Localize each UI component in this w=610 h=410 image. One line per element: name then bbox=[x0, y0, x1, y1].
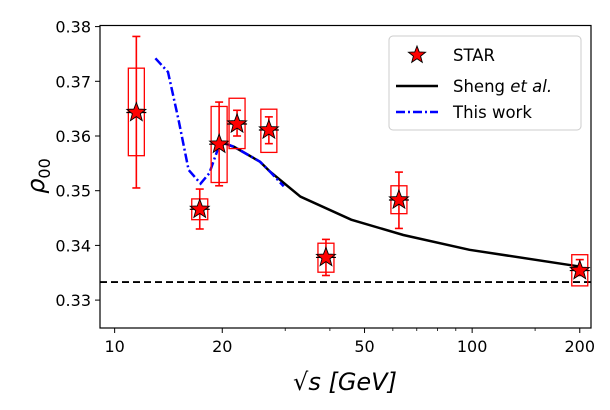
y-axis-label: ρ00 bbox=[22, 158, 54, 194]
star-data-point bbox=[388, 171, 410, 230]
y-tick-label: 0.33 bbox=[55, 291, 91, 310]
legend: STAR Sheng et al. This work bbox=[388, 35, 582, 131]
x-tick-label: 50 bbox=[354, 337, 374, 356]
y-tick-label: 0.34 bbox=[55, 236, 91, 255]
star-data-point bbox=[315, 238, 337, 277]
y-tick-label: 0.35 bbox=[55, 182, 91, 201]
systematic-error-box bbox=[260, 108, 278, 154]
star-marker bbox=[189, 198, 211, 219]
x-tick-label: 20 bbox=[212, 337, 232, 356]
star-marker-icon bbox=[407, 44, 427, 64]
star-data-point bbox=[569, 254, 591, 287]
star-marker bbox=[388, 188, 410, 210]
star-data-point bbox=[189, 188, 211, 230]
x-axis-label: √s [GeV] bbox=[293, 368, 397, 396]
legend-label-sheng: Sheng et al. bbox=[453, 77, 552, 96]
x-tick-label: 200 bbox=[564, 337, 595, 356]
this-work-curve bbox=[154, 57, 285, 188]
plot-frame bbox=[99, 24, 592, 329]
legend-box bbox=[388, 35, 582, 131]
star-marker bbox=[226, 112, 248, 134]
star-marker bbox=[258, 118, 280, 140]
star-data-point bbox=[226, 97, 248, 150]
star-marker bbox=[125, 101, 148, 122]
y-tick-label: 0.37 bbox=[55, 72, 91, 91]
y-tick-label: 0.36 bbox=[55, 127, 91, 146]
star-marker bbox=[569, 259, 591, 280]
star-marker bbox=[208, 132, 230, 154]
star-data-point bbox=[258, 108, 280, 154]
y-tick-label: 0.38 bbox=[55, 18, 91, 37]
legend-label-this-work: This work bbox=[452, 103, 532, 122]
star-marker bbox=[315, 246, 337, 267]
star-data-point bbox=[125, 35, 148, 189]
legend-label-star: STAR bbox=[453, 46, 495, 65]
x-tick-label: 10 bbox=[104, 337, 124, 356]
x-tick-label: 100 bbox=[457, 337, 488, 356]
star-data-point bbox=[208, 101, 230, 187]
legend-star-marker bbox=[407, 44, 427, 64]
